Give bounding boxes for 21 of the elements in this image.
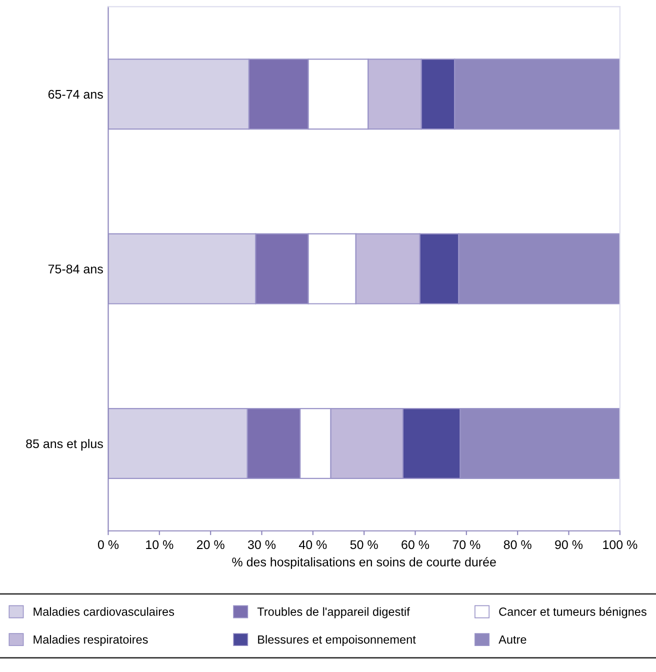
legend-label: Maladies cardiovasculaires bbox=[34, 607, 174, 616]
legend-label: Cancer et tumeurs bénignes bbox=[499, 607, 646, 618]
x-tick-label: 70 % bbox=[452, 540, 480, 550]
legend-label: Autre bbox=[498, 635, 526, 644]
legend-label: Blessures et empoisonnement bbox=[258, 635, 416, 646]
x-axis-title: % des hospitalisations en soins de courte durée bbox=[232, 557, 496, 569]
y-tick-label: 85 ans et plus bbox=[26, 438, 103, 451]
x-tick-label: 80 % bbox=[504, 540, 532, 550]
x-tick-label: 0 % bbox=[98, 540, 119, 550]
x-tick-label: 30 % bbox=[248, 540, 276, 550]
y-tick-label: 65-74 ans bbox=[48, 90, 103, 99]
legend-label: Maladies respiratoires bbox=[34, 635, 148, 646]
x-tick-label: 10 % bbox=[146, 540, 174, 550]
y-tick-label: 75-84 ans bbox=[48, 264, 103, 274]
x-tick-label: 90 % bbox=[555, 540, 583, 550]
x-tick-label: 60 % bbox=[402, 540, 430, 550]
x-tick-label: 100 % bbox=[603, 540, 638, 550]
legend-label: Troubles de l'appareil digestif bbox=[257, 607, 410, 618]
x-tick-label: 20 % bbox=[196, 540, 224, 550]
x-tick-label: 50 % bbox=[350, 540, 378, 550]
x-tick-label: 40 % bbox=[298, 540, 327, 550]
